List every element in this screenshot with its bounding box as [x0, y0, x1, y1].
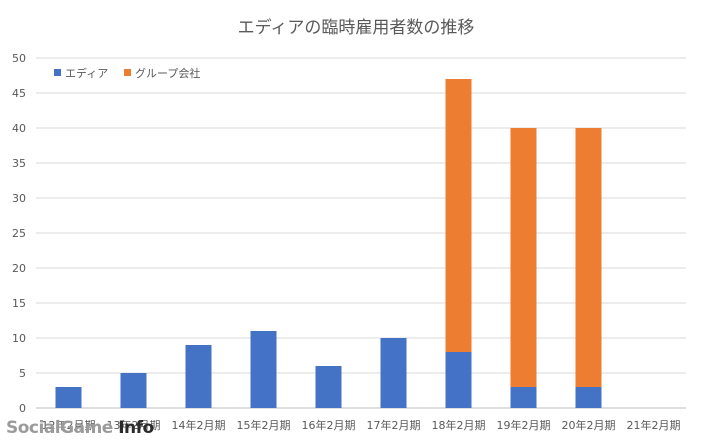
legend-label: グループ会社: [135, 66, 200, 80]
y-tick-label: 45: [12, 87, 26, 100]
bar-group-7: [510, 128, 537, 387]
legend-label: エディア: [65, 66, 108, 80]
chart-title: エディアの臨時雇用者数の推移: [238, 17, 475, 38]
bar-edia-0: [55, 387, 82, 408]
bars: [55, 79, 602, 408]
x-tick-label: 12年2月期: [42, 418, 96, 432]
bar-edia-8: [575, 387, 602, 408]
y-tick-label: 30: [12, 192, 26, 205]
x-tick-label: 13年2月期: [107, 418, 161, 432]
legend-swatch: [124, 69, 131, 76]
bar-edia-2: [185, 345, 212, 408]
y-tick-label: 5: [19, 367, 26, 380]
y-tick-label: 25: [12, 227, 26, 240]
y-axis: 0 5 10 15 20 25 30 35 40 45 50: [12, 52, 26, 415]
y-tick-label: 20: [12, 262, 26, 275]
y-tick-label: 10: [12, 332, 26, 345]
bar-edia-5: [380, 338, 407, 408]
bar-edia-6: [445, 352, 472, 408]
y-tick-label: 40: [12, 122, 26, 135]
x-tick-label: 15年2月期: [237, 418, 291, 432]
y-tick-label: 15: [12, 297, 26, 310]
x-tick-label: 14年2月期: [172, 418, 226, 432]
bar-group-6: [445, 79, 472, 352]
bar-group-8: [575, 128, 602, 387]
watermark-logo: SocialGame Info: [6, 418, 154, 438]
bar-edia-4: [315, 366, 342, 408]
legend: エディア グループ会社: [54, 66, 200, 80]
x-tick-label: 21年2月期: [627, 418, 681, 432]
x-tick-label: 16年2月期: [302, 418, 356, 432]
bar-edia-3: [250, 331, 277, 408]
y-tick-label: 0: [19, 402, 26, 415]
bar-edia-1: [120, 373, 147, 408]
y-tick-label: 50: [12, 52, 26, 65]
x-tick-label: 20年2月期: [562, 418, 616, 432]
x-tick-label: 18年2月期: [432, 418, 486, 432]
x-tick-label: 17年2月期: [367, 418, 421, 432]
bar-edia-7: [510, 387, 537, 408]
x-axis: 12年2月期 13年2月期 14年2月期 15年2月期 16年2月期 17年2月期 18年2…: [42, 418, 681, 432]
y-tick-label: 35: [12, 157, 26, 170]
x-tick-label: 19年2月期: [497, 418, 551, 432]
legend-swatch: [54, 69, 61, 76]
